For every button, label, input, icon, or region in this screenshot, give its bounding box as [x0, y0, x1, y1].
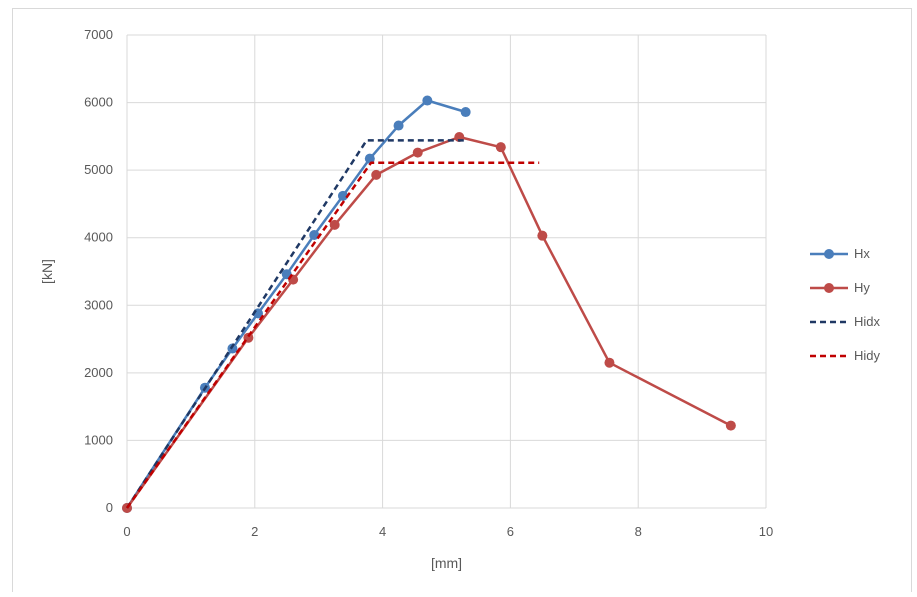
legend-label: Hidy [854, 348, 881, 363]
series-line-hx [125, 99, 467, 509]
x-tick-label: 8 [635, 524, 642, 539]
y-tick-label: 2000 [84, 365, 113, 380]
data-point-hy [412, 147, 423, 158]
data-point-hx [393, 120, 404, 131]
tick-labels: 0 1000 2000 3000 4000 5000 6000 7000 0 2 4 6 8 10 [84, 27, 773, 539]
data-point-hy [604, 357, 615, 368]
legend-label: Hidx [854, 314, 881, 329]
x-tick-label: 6 [507, 524, 514, 539]
series-line-hy [125, 135, 732, 509]
y-tick-label: 3000 [84, 297, 113, 312]
data-point-hy [371, 169, 382, 180]
series-hx [122, 95, 471, 513]
legend-marker [824, 283, 834, 293]
legend-item-hy: Hy [810, 280, 870, 295]
data-point-hx [460, 107, 471, 118]
y-tick-label: 6000 [84, 95, 113, 110]
x-axis-title: [mm] [431, 555, 462, 571]
series-hidy [125, 161, 540, 509]
legend-item-hidy: Hidy [810, 348, 881, 363]
x-tick-label: 2 [251, 524, 258, 539]
y-tick-label: 4000 [84, 230, 113, 245]
gridlines [126, 34, 767, 509]
legend-label: Hx [854, 246, 870, 261]
data-point-hy [495, 142, 506, 153]
data-point-hx [227, 343, 238, 354]
x-tick-label: 10 [759, 524, 773, 539]
series-line-hidy [125, 161, 540, 509]
data-point-hx [364, 153, 375, 164]
x-tick-label: 4 [379, 524, 386, 539]
legend-label: Hy [854, 280, 870, 295]
data-point-hy [537, 230, 548, 241]
series-group [122, 95, 736, 513]
y-tick-label: 0 [106, 500, 113, 515]
data-point-hy [725, 420, 736, 431]
legend: Hx Hy Hidx Hidy [810, 246, 881, 363]
y-tick-label: 5000 [84, 162, 113, 177]
legend-item-hx: Hx [810, 246, 870, 261]
x-tick-label: 0 [123, 524, 130, 539]
series-hy [122, 132, 736, 513]
legend-marker [824, 249, 834, 259]
y-axis-title: [kN] [39, 259, 55, 284]
chart-area [12, 8, 912, 592]
series-hidx [125, 139, 466, 509]
series-line-hidx [125, 139, 466, 509]
y-tick-label: 1000 [84, 432, 113, 447]
legend-item-hidx: Hidx [810, 314, 881, 329]
data-point-hy [329, 219, 340, 230]
data-point-hx [422, 95, 433, 106]
y-tick-label: 7000 [84, 27, 113, 42]
data-point-hx [337, 190, 348, 201]
